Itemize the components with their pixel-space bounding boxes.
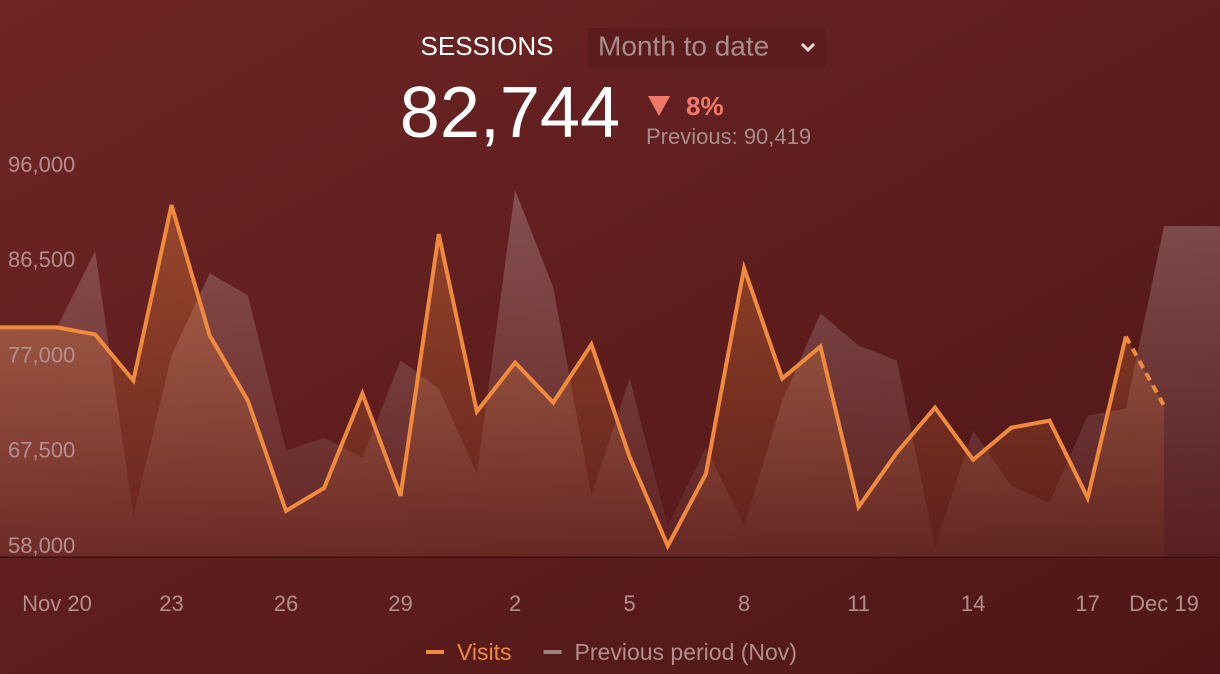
x-tick-label: Nov 20 [22, 591, 92, 616]
dropdown-box[interactable] [588, 28, 826, 68]
chevron[interactable] [800, 42, 816, 53]
total-value: 82,744 [400, 73, 620, 153]
y-tick-label: 96,000 [8, 152, 75, 177]
y-tick-label: 86,500 [8, 247, 75, 272]
legend: Visits Previous period (Nov) [426, 639, 797, 665]
visits-line [0, 204, 1128, 551]
x-tick-label: 23 [159, 591, 183, 616]
x-tick-label: Dec 19 [1129, 591, 1199, 616]
legend-label: Previous period (Nov) [575, 639, 797, 665]
visits-area [0, 205, 1164, 557]
period-dropdown[interactable]: Month to date [598, 30, 769, 61]
x-tick-label: 26 [274, 591, 298, 616]
x-tick-label: 29 [388, 591, 412, 616]
y-tick-label: 58,000 [8, 533, 75, 558]
x-tick-label: 11 [847, 591, 870, 616]
plot [0, 190, 1220, 558]
y-tick-label: 77,000 [8, 342, 75, 367]
y-tick-label: 67,500 [8, 438, 75, 463]
x-tick-label: 2 [509, 591, 521, 616]
legend-label: Visits [457, 639, 512, 665]
x-tick-label: 17 [1075, 591, 1099, 616]
previous-value: Previous: 90,419 [646, 124, 811, 149]
x-tick-label: 8 [738, 591, 750, 616]
x-tick-label: 14 [961, 591, 985, 616]
down-arrow [648, 96, 670, 116]
change: 8% [686, 91, 724, 121]
title: SESSIONS [421, 31, 554, 61]
x-tick-label: 5 [623, 591, 635, 616]
